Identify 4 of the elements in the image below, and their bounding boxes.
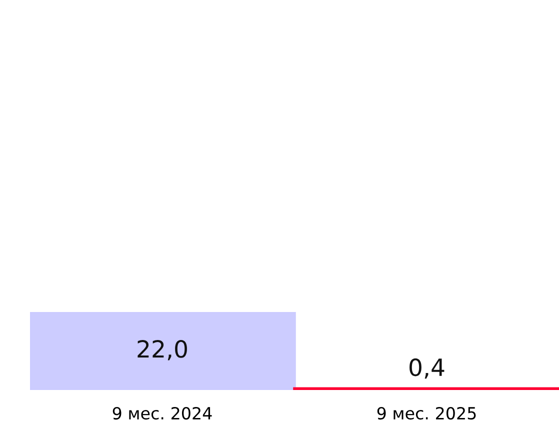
x-tick-label: 9 мес. 2025 xyxy=(377,406,476,420)
x-tick-label: 9 мес. 2024 xyxy=(112,406,212,420)
data-label: 22,0 xyxy=(138,340,187,360)
data-label: 0,4 xyxy=(410,358,444,379)
